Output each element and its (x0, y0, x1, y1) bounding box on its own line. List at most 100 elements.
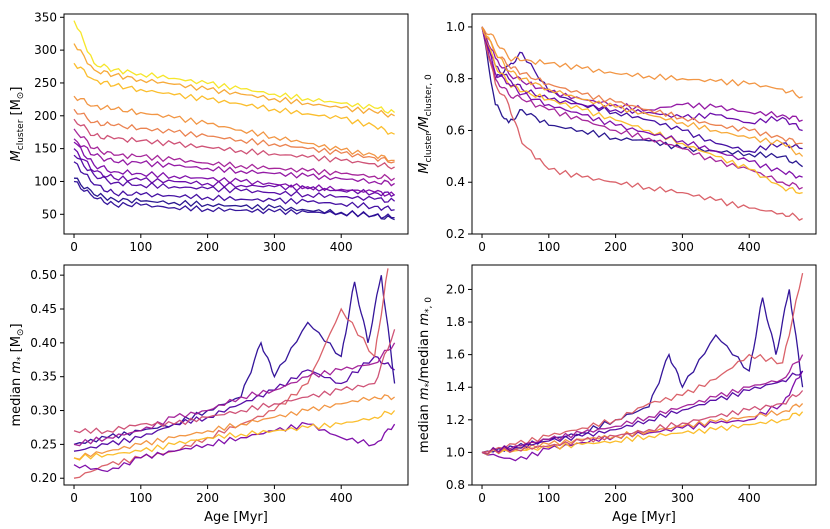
series-line-n3 (481, 26, 803, 132)
series-group (73, 20, 396, 221)
series-line-s14 (73, 141, 396, 197)
series-line-n9 (481, 26, 803, 145)
y-tick-label: 0.40 (30, 336, 57, 350)
y-tick-label: 0.6 (446, 123, 465, 137)
series-line-r7 (481, 370, 804, 455)
series-line-n1 (481, 26, 803, 168)
y-tick-label: 2.0 (446, 282, 465, 296)
y-tick-label: 0.8 (446, 478, 465, 492)
y-tick-label: 1.6 (446, 348, 465, 362)
panel-median-mass: 0 100 200 300 400 0.20 0.25 0.30 0.35 0.40 0.45 0.5… (9, 264, 409, 525)
x-tick-label: 0 (70, 491, 78, 505)
x-tick-label: 200 (196, 491, 219, 505)
x-tick-label: 400 (330, 240, 353, 254)
y-tick-label: 0.4 (446, 175, 465, 189)
series-line-n10 (481, 26, 803, 179)
y-tick-label: 0.2 (446, 227, 465, 241)
y-tick-label: 1.2 (446, 413, 465, 427)
series-line-s12 (73, 20, 396, 114)
y-label-symbol: M (9, 150, 24, 161)
series-line-s6 (73, 128, 395, 182)
y-label-unit: [M (9, 336, 24, 356)
x-tick-label: 300 (263, 240, 286, 254)
series-line-n11 (481, 26, 804, 157)
series-line-s10 (73, 62, 395, 136)
y-label-divider: /median (417, 326, 432, 383)
series-line-s8 (73, 108, 395, 164)
y-label-unit-end: ] (9, 323, 24, 328)
y-tick-label: 300 (34, 43, 57, 57)
series-line-r4 (481, 403, 804, 455)
y-label-symbol: m (417, 387, 432, 400)
y-label-symbol-2: m (417, 313, 432, 326)
panel-median-mass-norm: 0 100 200 300 400 0.8 1.0 1.2 1.4 1.6 1.8 2.0 Age [M… (417, 264, 817, 525)
series-line-n6 (481, 26, 803, 222)
series-line-s11 (73, 43, 395, 118)
y-tick-label: 100 (34, 174, 57, 188)
plot-frame (63, 264, 409, 486)
series-line-r2 (481, 272, 804, 454)
plot-frame (63, 13, 409, 235)
y-tick-label: 150 (34, 142, 57, 156)
y-axis-label: median m*/median m*, 0 (417, 297, 434, 453)
series-line-m5 (73, 394, 395, 461)
x-tick-label: 400 (330, 491, 353, 505)
y-tick-label: 0.50 (30, 268, 57, 282)
x-tick-label: 200 (604, 240, 627, 254)
y-label-subscript: cluster (16, 119, 26, 150)
x-tick-label: 400 (738, 240, 761, 254)
x-tick-label: 100 (537, 491, 560, 505)
y-label-subscript: * (16, 356, 26, 361)
plot-frame (471, 13, 817, 235)
x-tick-label: 300 (671, 491, 694, 505)
y-axis-label: median m* [M⊙] (9, 323, 26, 426)
series-line-n5 (481, 26, 803, 190)
y-tick-label: 1.4 (446, 380, 465, 394)
series-group (73, 268, 396, 479)
y-label-unit: [M (9, 99, 24, 119)
x-tick-label: 100 (537, 240, 560, 254)
x-tick-label: 400 (738, 491, 761, 505)
series-line-s5 (73, 138, 395, 187)
sun-symbol: ⊙ (16, 92, 26, 100)
y-label-divider: /M (417, 116, 432, 133)
y-label-symbol: m (9, 361, 24, 374)
series-line-s2 (73, 180, 395, 220)
x-tick-label: 0 (478, 240, 486, 254)
y-label-text: median (417, 400, 432, 453)
series-line-n7 (481, 26, 803, 99)
y-tick-label: 0.25 (30, 437, 57, 451)
series-line-n4 (481, 26, 803, 123)
plot-frame (471, 264, 817, 486)
y-tick-label: 350 (34, 10, 57, 24)
y-axis-label: Mcluster [M⊙] (9, 87, 26, 162)
y-label-subscript: cluster (424, 132, 434, 163)
x-tick-label: 100 (129, 240, 152, 254)
series-line-s13 (73, 154, 396, 203)
series-line-m6 (73, 410, 396, 461)
y-label-text: median (9, 374, 24, 427)
series-line-m7 (73, 342, 396, 447)
sun-symbol: ⊙ (16, 329, 26, 337)
y-tick-label: 50 (42, 207, 57, 221)
series-line-m2 (73, 355, 395, 452)
series-line-r5 (481, 411, 804, 456)
y-tick-label: 1.0 (446, 445, 465, 459)
series-line-s7 (73, 118, 395, 170)
panel-mass-norm: 0 100 200 300 400 0.2 0.4 0.6 0.8 1.0 Mcluster/Mcl… (417, 13, 817, 254)
x-tick-label: 300 (263, 491, 286, 505)
y-label-subscript: * (424, 382, 434, 387)
series-line-r8 (481, 390, 804, 455)
x-tick-label: 0 (478, 491, 486, 505)
x-tick-label: 0 (70, 240, 78, 254)
x-axis-label: Age [Myr] (204, 510, 268, 525)
series-group (481, 272, 804, 462)
y-label-unit-end: ] (9, 87, 24, 92)
series-line-m1 (73, 275, 396, 446)
series-line-m3 (73, 268, 389, 479)
series-line-m4 (73, 421, 396, 473)
y-tick-label: 0.30 (30, 404, 57, 418)
series-line-r1 (481, 289, 804, 454)
panel-mass: 0 100 200 300 400 50 100 150 200 250 300 350 Mcluste… (9, 10, 409, 254)
